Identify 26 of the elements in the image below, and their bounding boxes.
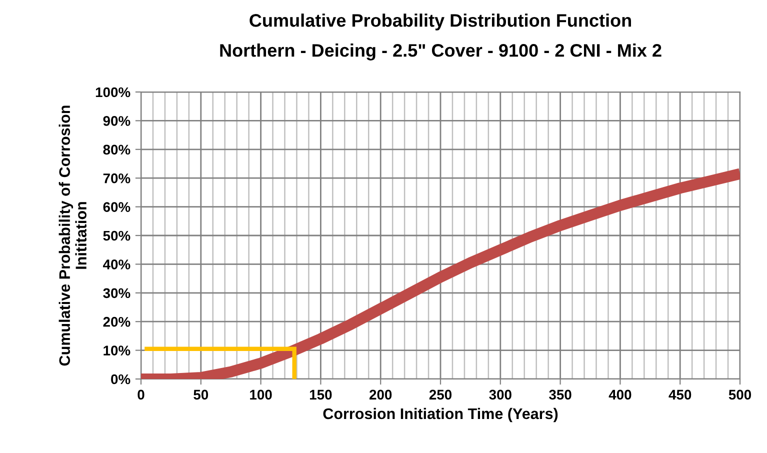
x-tick-label: 200 (369, 390, 392, 400)
y-tick-label: 60% (103, 202, 130, 212)
y-tick-label: 100% (96, 87, 130, 98)
y-tick-label: 20% (103, 316, 130, 327)
x-tick-label: 50 (194, 390, 208, 400)
x-axis-title: Corrosion Initiation Time (Years) (323, 408, 558, 422)
chart-subtitle: Northern - Deicing - 2.5" Cover - 9100 - 2 CNI - Mix 2 (220, 44, 662, 60)
x-tick-label: 450 (668, 390, 692, 400)
y-tick-label: 90% (103, 116, 130, 126)
x-tick-label: 500 (728, 390, 752, 400)
x-tick-label: 150 (310, 390, 332, 400)
x-tick-label: 250 (429, 390, 452, 400)
x-tick-label: 100 (250, 390, 272, 400)
x-tick-label: 0 (138, 390, 144, 400)
x-tick-label: 400 (608, 390, 632, 400)
x-tick-label: 300 (489, 390, 512, 400)
y-tick-label: 50% (103, 230, 130, 241)
y-tick-label: 80% (103, 144, 130, 155)
y-tick-label: 0% (111, 374, 130, 384)
y-tick-label: 30% (103, 288, 130, 298)
y-tick-label: 40% (102, 260, 130, 270)
x-tick-label: 350 (549, 390, 572, 400)
y-axis-title: Cumulative Probability of Corrosion Inititation (58, 106, 86, 366)
y-tick-label: 70% (103, 173, 130, 184)
chart-title: Cumulative Probability Distribution Function (250, 14, 631, 30)
y-tick-label: 10% (104, 346, 130, 356)
